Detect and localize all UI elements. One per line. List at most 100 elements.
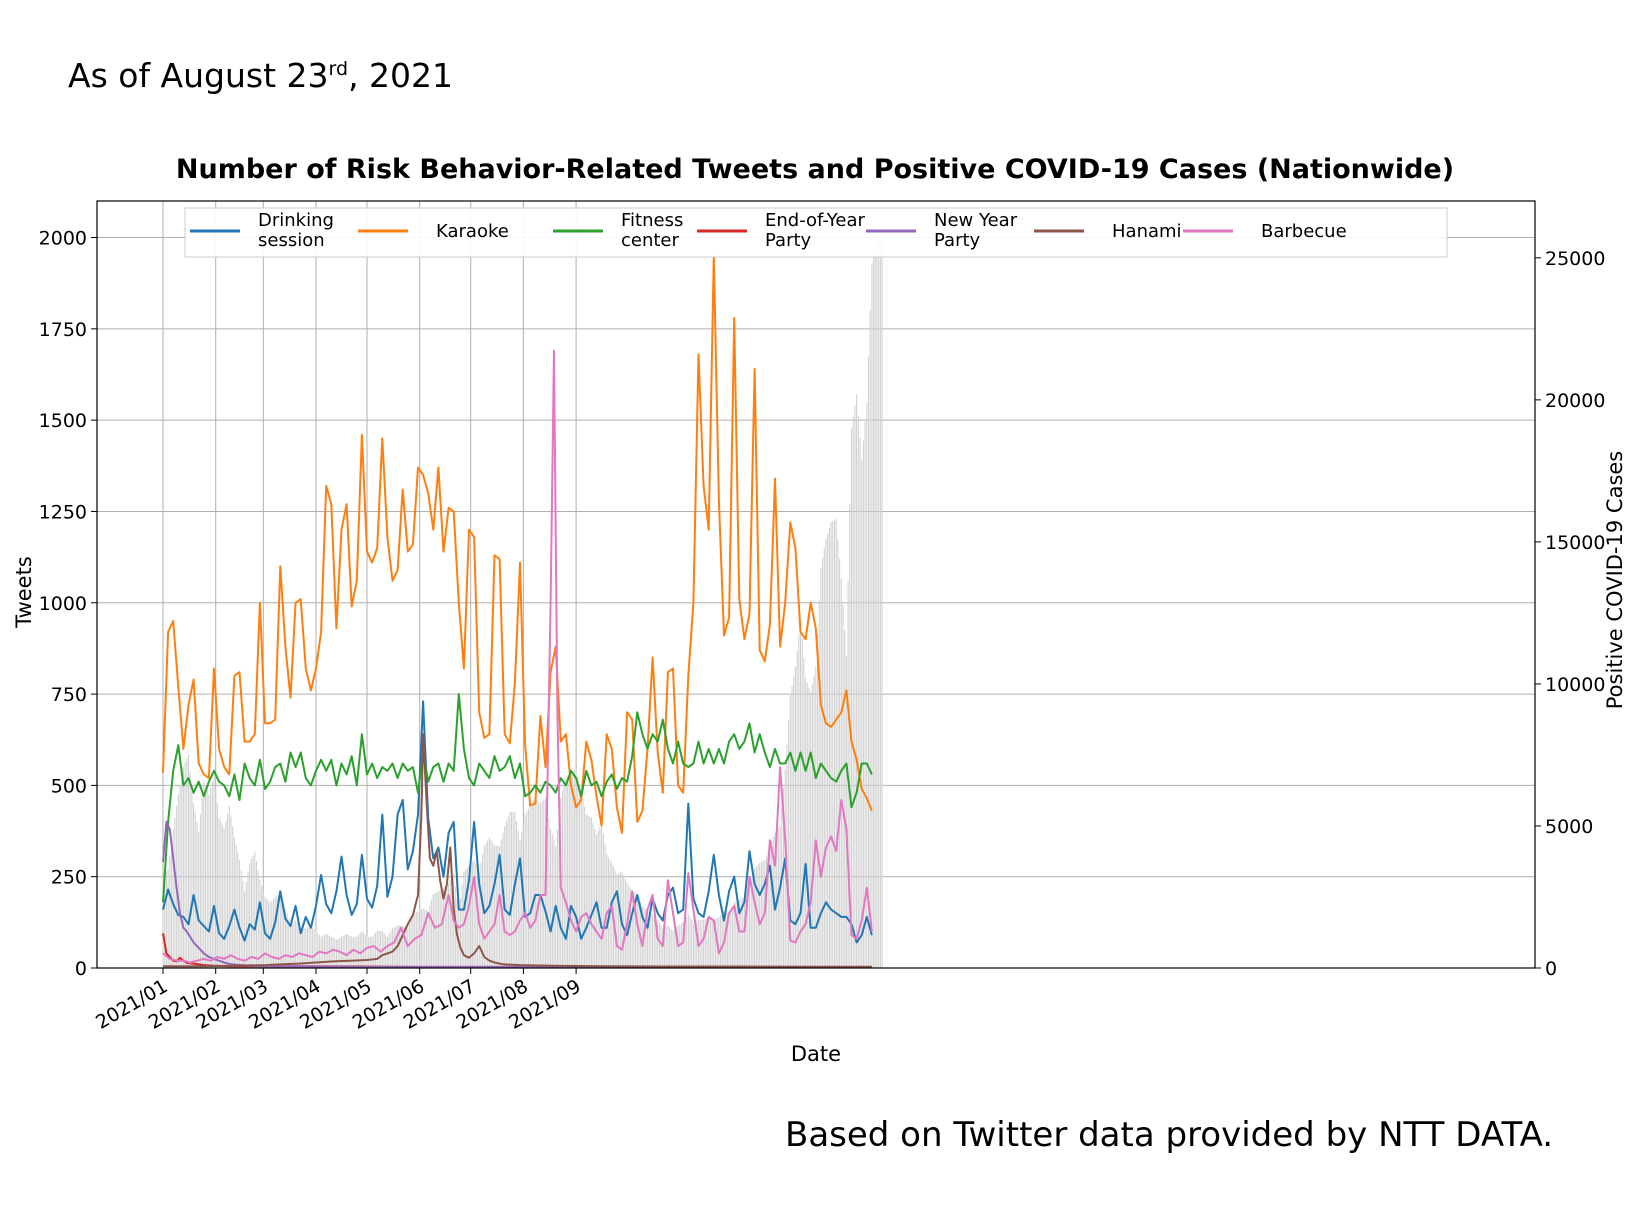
tweet-lines [162,254,873,968]
case-bar [796,650,798,968]
case-bar [174,817,176,968]
legend-label-new-year-party: Party [934,230,981,251]
case-bar [361,931,363,968]
case-bar [825,539,827,968]
case-bar [408,923,411,968]
case-bar [624,878,626,968]
case-bar [476,867,479,968]
y-tick-label: 1500 [39,410,87,432]
case-bar [291,923,293,968]
case-bar [351,936,353,968]
case-bar [471,861,473,968]
case-bar [330,936,332,968]
case-bar [295,919,297,968]
case-bar [374,932,377,968]
case-bar [240,870,242,968]
case-bar [181,775,183,968]
case-bar [728,914,730,968]
case-bar [799,618,802,968]
case-bar [748,882,751,968]
case-bar [533,800,535,968]
line-drinking-session [162,700,873,944]
case-bar [227,813,229,968]
case-bar [312,927,314,968]
case-bar [701,919,703,968]
case-bar [636,894,638,968]
case-bar [822,557,824,968]
case-bar [833,520,836,968]
case-bar [463,871,465,968]
case-bar [869,309,871,969]
case-bar [682,922,684,968]
case-bar [658,922,660,968]
legend-label-new-year-party: New Year [934,210,1018,231]
case-bar [815,666,817,968]
case-bar [359,932,361,968]
case-bar [840,578,842,968]
case-bar [415,912,417,968]
case-bar [393,927,395,968]
case-bar [669,927,671,968]
case-bar [585,814,587,968]
case-bar [373,934,375,968]
case-bar [485,843,487,968]
case-bar [288,919,290,968]
case-bar [675,927,677,968]
case-bar [691,919,693,968]
case-bar [803,658,805,968]
case-bar [704,918,706,968]
case-bar [531,803,533,968]
y-tick-label: 1000 [39,593,87,615]
case-bar [198,831,200,968]
case-bar [182,766,184,968]
case-bar [274,896,276,968]
case-bar [618,873,620,968]
case-bar [857,415,859,969]
y-tick-label: 250 [51,867,87,889]
case-bar [482,854,484,968]
case-bar [298,925,300,968]
case-bar [245,881,247,968]
case-bar [808,687,810,968]
case-bar [541,801,543,968]
case-bar [670,929,672,968]
case-bar [221,825,224,968]
case-bar [567,775,569,968]
case-bar [516,821,518,968]
case-bar [179,785,181,968]
case-bar [849,504,851,968]
case-bar [730,910,732,968]
case-bar [262,891,264,968]
case-bar [759,862,761,968]
case-bar [371,936,373,968]
case-bar [419,910,421,968]
y2-tick-label: 5000 [1545,816,1593,838]
case-bar [347,934,349,968]
case-bar [424,909,426,968]
case-bar [344,934,346,968]
case-bar [186,758,188,968]
case-bar [223,828,225,968]
case-bar [352,936,354,968]
case-bar [266,898,268,968]
source-note: Based on Twitter data provided by NTT DA… [785,1115,1554,1155]
case-bar [495,845,497,968]
case-bar [517,830,519,968]
case-bar [247,872,249,968]
legend-label-end-of-year-party: End-of-Year [765,210,865,231]
case-bar [696,920,698,968]
case-bar [310,925,312,968]
case-bar [584,807,586,968]
case-bar [538,801,540,968]
case-bar [425,910,428,968]
case-bar [718,916,720,968]
case-bar [527,808,530,968]
case-bar [215,789,217,968]
case-bar [714,918,717,968]
case-bar [420,909,422,968]
case-bar [662,928,664,968]
case-bar [323,934,326,968]
case-bar [782,788,785,968]
case-bar [589,816,591,968]
case-bar [818,600,820,968]
